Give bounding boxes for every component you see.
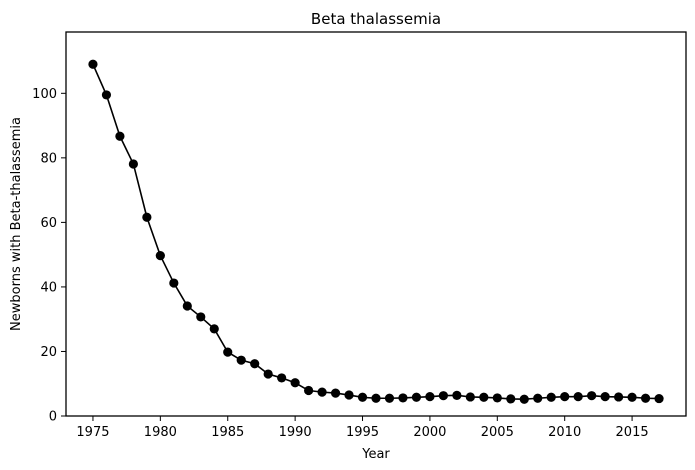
series-group (88, 59, 664, 404)
data-point (411, 392, 422, 402)
series-line (92, 63, 660, 401)
data-point (128, 159, 138, 169)
y-tick-label: 0 (49, 410, 57, 425)
data-point (236, 355, 246, 365)
plot-frame (65, 31, 687, 417)
y-tick-label: 60 (40, 216, 57, 231)
data-point (640, 393, 651, 403)
x-tick-label: 2015 (616, 425, 649, 440)
data-point (452, 390, 462, 400)
chart-title: Beta thalassemia (311, 10, 441, 28)
y-axis-title: Newborns with Beta-thalassemia (9, 117, 24, 331)
y-tick-label: 80 (40, 151, 57, 166)
data-point (277, 373, 287, 383)
data-point (492, 393, 502, 403)
data-point (169, 278, 179, 288)
data-point (614, 392, 624, 402)
x-axis-ticks: 1975 1980 1985 1990 1995 2000 2005 2010 2015 (76, 416, 649, 440)
data-point (587, 391, 597, 401)
data-point (600, 392, 610, 402)
x-tick-label: 1975 (76, 425, 109, 440)
y-tick-label: 100 (32, 87, 57, 102)
data-point (654, 393, 664, 404)
data-point (627, 392, 637, 402)
data-point (115, 131, 125, 141)
x-tick-label: 1990 (279, 425, 312, 440)
x-axis-title: Year (361, 447, 390, 462)
data-point (182, 301, 192, 311)
data-point (560, 392, 570, 402)
data-point (371, 393, 381, 403)
data-point (209, 324, 219, 334)
data-point (263, 369, 273, 379)
data-point (304, 385, 314, 396)
data-point (88, 59, 98, 69)
data-point (519, 394, 529, 404)
data-point (438, 391, 448, 401)
data-point (546, 392, 556, 402)
data-point (398, 393, 408, 403)
data-point (506, 394, 516, 404)
data-point (155, 251, 165, 261)
data-point (223, 347, 233, 357)
data-point (425, 392, 435, 402)
data-point (317, 387, 327, 397)
y-tick-label: 20 (40, 345, 57, 360)
data-point (573, 392, 583, 402)
data-point (384, 393, 395, 403)
y-axis-ticks: 0 20 40 60 80 100 (32, 87, 66, 425)
data-point (250, 359, 260, 369)
y-tick-label: 40 (40, 280, 57, 295)
x-tick-label: 2000 (413, 425, 446, 440)
x-tick-label: 2010 (548, 425, 581, 440)
data-point (533, 393, 543, 403)
data-point (290, 378, 300, 388)
data-point (101, 90, 112, 100)
data-point (479, 392, 489, 402)
data-point (465, 392, 475, 402)
data-point (142, 212, 152, 222)
x-tick-label: 1995 (346, 425, 379, 440)
x-tick-label: 1985 (211, 425, 244, 440)
x-tick-label: 1980 (144, 425, 177, 440)
data-point (344, 390, 354, 400)
data-point (330, 388, 341, 398)
data-point (357, 392, 368, 402)
x-tick-label: 2005 (481, 425, 514, 440)
data-point (196, 312, 206, 322)
